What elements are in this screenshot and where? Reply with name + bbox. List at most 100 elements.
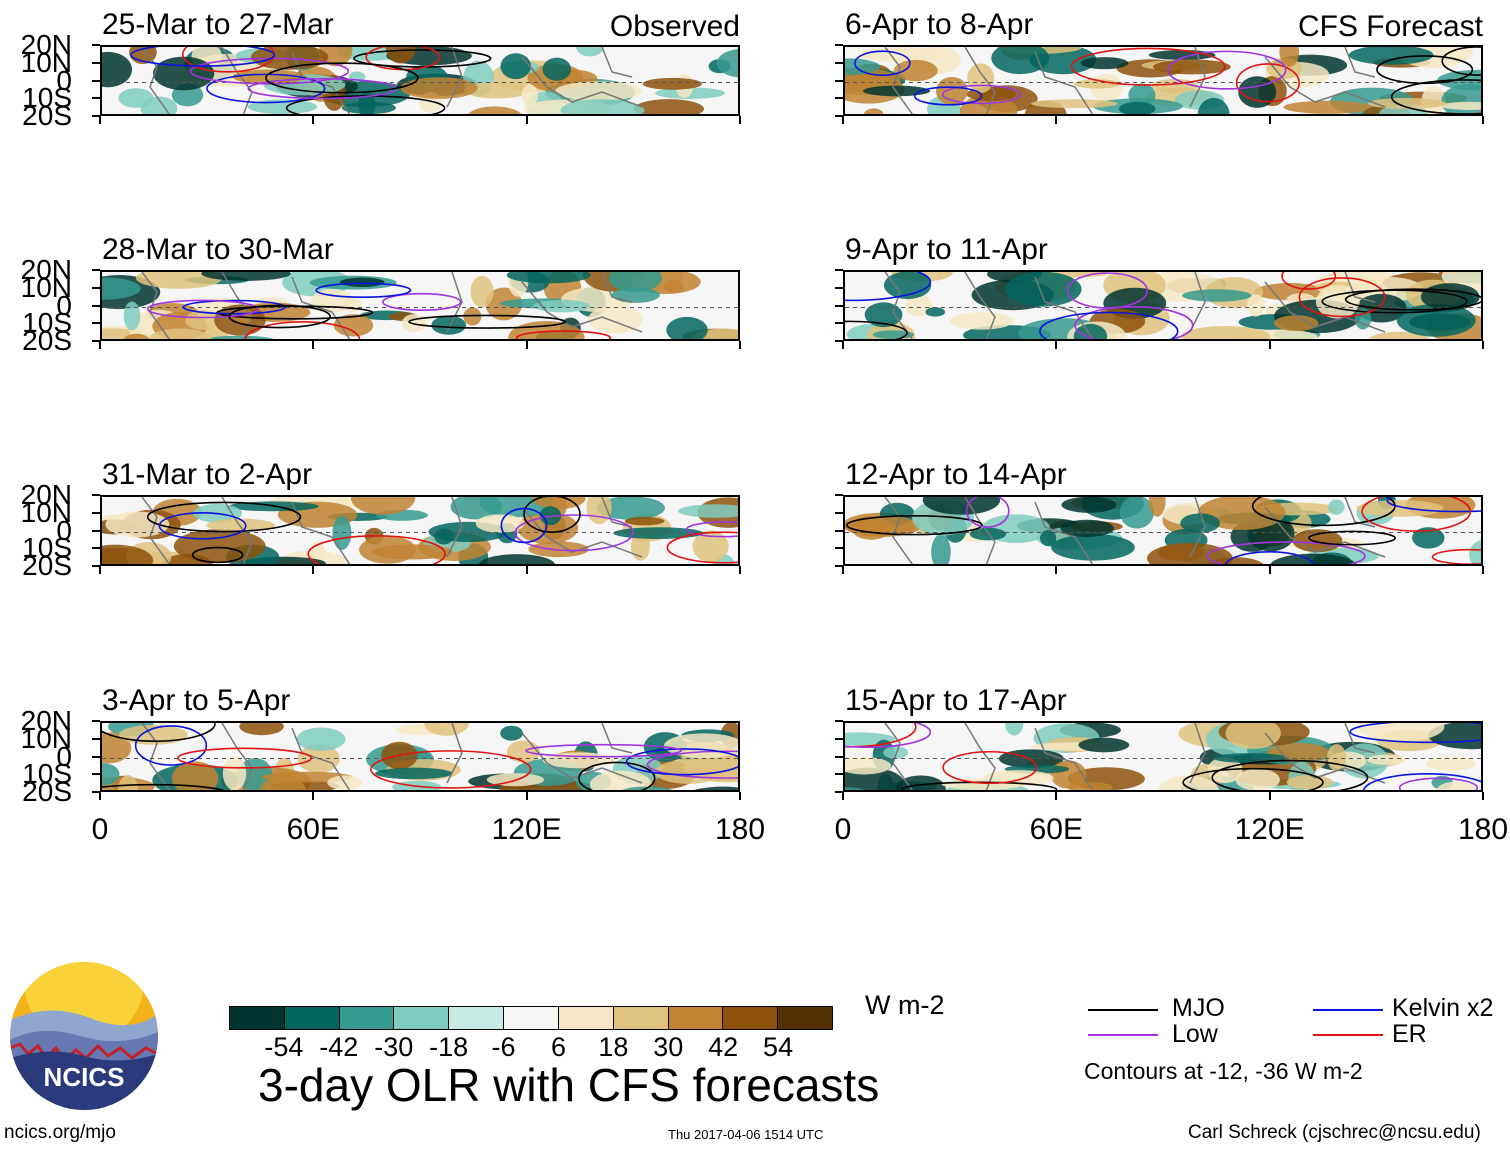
olr-anomaly-blob xyxy=(350,497,416,515)
y-tick-label: 0 xyxy=(56,514,72,546)
y-tick xyxy=(92,511,100,514)
coastline xyxy=(1264,732,1386,784)
wave-contour xyxy=(1431,548,1481,564)
wave-contour xyxy=(1167,50,1287,90)
olr-anomaly-blob xyxy=(1061,497,1117,513)
y-tick xyxy=(92,322,100,325)
coastline xyxy=(964,497,996,564)
olr-anomaly-blob xyxy=(521,84,539,107)
y-tick xyxy=(92,494,100,496)
coastline xyxy=(446,497,463,558)
olr-anomaly-blob xyxy=(1246,294,1266,317)
logo-image: NCICS xyxy=(10,962,158,1110)
coastline xyxy=(964,723,996,790)
y-tick-label: 20N xyxy=(20,705,72,736)
olr-anomaly-blob xyxy=(1367,754,1407,765)
wave-contour xyxy=(845,723,932,748)
olr-anomaly-blob xyxy=(991,47,1050,75)
olr-anomaly-blob xyxy=(1328,499,1345,515)
y-tick-label: 10N xyxy=(20,46,72,78)
website-link[interactable]: ncics.org/mjo xyxy=(4,1122,116,1143)
x-tick-label: 180 xyxy=(1457,813,1509,846)
y-tick xyxy=(92,269,100,271)
coastline xyxy=(1264,281,1386,333)
y-tick xyxy=(92,61,100,64)
y-tick-label: 20S xyxy=(22,550,72,581)
legend-label: Kelvin x2 xyxy=(1392,994,1494,1022)
coastline xyxy=(884,723,914,790)
x-tick xyxy=(312,566,315,574)
wave-contour xyxy=(1074,305,1194,339)
olr-anomaly-blob xyxy=(296,727,346,751)
y-tick-label: 10S xyxy=(22,758,72,790)
coastline xyxy=(221,497,253,564)
x-tick xyxy=(1482,116,1484,124)
x-tick xyxy=(525,116,528,124)
olr-anomaly-blob xyxy=(925,307,946,317)
olr-anomaly-blob xyxy=(339,277,385,287)
coastline xyxy=(446,272,463,333)
olr-anomaly-blob xyxy=(102,277,141,300)
olr-anomaly-blob xyxy=(1327,744,1347,772)
x-tick xyxy=(842,341,844,349)
y-tick xyxy=(92,529,100,532)
olr-anomaly-blob xyxy=(105,511,170,538)
olr-anomaly-blob xyxy=(949,312,1014,330)
olr-anomaly-blob xyxy=(1051,534,1135,561)
x-tick xyxy=(1268,116,1271,124)
x-tick xyxy=(1482,566,1484,574)
olr-anomaly-blob xyxy=(1273,315,1319,332)
y-tick xyxy=(92,79,100,82)
y-tick-label: 10N xyxy=(20,496,72,528)
panel-period-title: 12-Apr to 14-Apr xyxy=(845,458,1067,491)
olr-anomaly-blob xyxy=(1348,47,1434,65)
y-tick xyxy=(92,737,100,740)
x-tick xyxy=(842,792,844,800)
coastline xyxy=(1034,727,1094,790)
olr-anomaly-blob xyxy=(1426,756,1477,771)
olr-anomaly-blob xyxy=(1346,276,1424,302)
y-tick xyxy=(92,773,100,776)
wave-contour xyxy=(130,47,276,67)
y-tick-label: 0 xyxy=(56,289,72,321)
map-panel xyxy=(100,721,740,792)
map-field xyxy=(102,272,738,339)
wave-contour xyxy=(913,86,983,106)
olr-anomaly-blob xyxy=(883,272,932,300)
colorbar-label: -18 xyxy=(429,1032,469,1062)
coastline xyxy=(1344,47,1376,78)
wave-contour xyxy=(523,497,581,533)
wave-contour xyxy=(158,511,247,540)
panel-period-title: 15-Apr to 17-Apr xyxy=(845,684,1067,717)
panel-period-title: 28-Mar to 30-Mar xyxy=(102,233,334,266)
colorbar-swatch xyxy=(723,1007,779,1029)
x-tick xyxy=(739,566,741,574)
coastline xyxy=(446,47,463,108)
y-tick xyxy=(92,97,100,100)
y-tick xyxy=(835,529,843,532)
map-panel xyxy=(843,495,1483,566)
wave-contour xyxy=(1206,541,1366,564)
x-tick xyxy=(1268,341,1271,349)
olr-anomaly-blob xyxy=(1180,513,1221,534)
olr-anomaly-blob xyxy=(845,757,892,775)
coastline xyxy=(1344,723,1376,754)
olr-anomaly-blob xyxy=(692,530,729,563)
olr-anomaly-blob xyxy=(694,786,738,790)
olr-anomaly-blob xyxy=(1440,101,1481,110)
y-tick-label: 10N xyxy=(20,271,72,303)
y-tick-label: 10S xyxy=(22,82,72,114)
x-tick xyxy=(739,792,741,800)
wave-contour xyxy=(845,320,908,339)
olr-anomaly-blob xyxy=(102,51,133,88)
coastline xyxy=(141,272,171,339)
olr-anomaly-blob xyxy=(935,76,968,106)
y-tick xyxy=(835,269,843,271)
olr-anomaly-blob xyxy=(1182,289,1252,302)
olr-anomaly-blob xyxy=(1181,326,1271,339)
map-field xyxy=(845,723,1481,790)
colorbar-label: -30 xyxy=(374,1032,414,1062)
wave-contour xyxy=(382,292,462,312)
y-tick-label: 10S xyxy=(22,532,72,564)
map-panel xyxy=(100,495,740,566)
